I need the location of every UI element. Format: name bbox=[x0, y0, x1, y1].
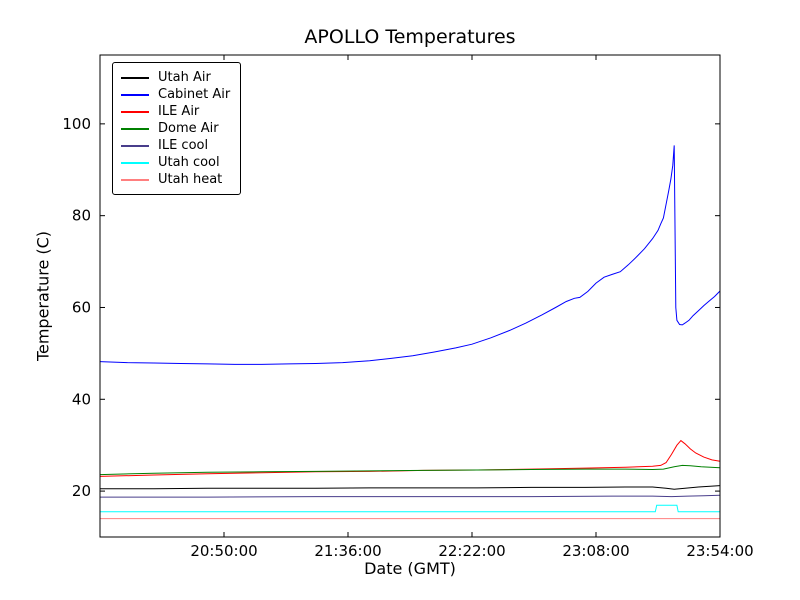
legend-item-utah-cool: Utah cool bbox=[121, 154, 230, 171]
legend-line-sample bbox=[121, 110, 149, 113]
series-line-dome-air bbox=[99, 464, 721, 476]
legend-line-sample bbox=[121, 76, 149, 79]
legend-line-sample bbox=[121, 127, 149, 130]
y-axis-label: Temperature (C) bbox=[33, 230, 53, 362]
legend-item-label: Utah Air bbox=[158, 70, 211, 85]
y-tick-label: 80 bbox=[72, 207, 91, 225]
legend-item-dome-air: Dome Air bbox=[121, 120, 230, 137]
legend-item-label: Cabinet Air bbox=[158, 87, 231, 102]
y-axis-ticks: 20 40 60 80 100 bbox=[62, 115, 720, 500]
legend-item-label: Utah heat bbox=[158, 172, 223, 187]
legend-item-label: Dome Air bbox=[158, 121, 219, 136]
legend-item-label: ILE cool bbox=[158, 138, 209, 153]
legend-line-sample bbox=[121, 161, 149, 164]
legend-line-sample bbox=[121, 178, 149, 181]
legend-item-ile-cool: ILE cool bbox=[121, 137, 230, 154]
x-tick-label: 20:50:00 bbox=[190, 542, 257, 560]
x-tick-label: 23:08:00 bbox=[562, 542, 629, 560]
x-tick-label: 22:22:00 bbox=[438, 542, 505, 560]
x-tick-label: 21:36:00 bbox=[314, 542, 381, 560]
legend-item-label: ILE Air bbox=[158, 104, 200, 119]
y-tick-label: 100 bbox=[62, 115, 91, 133]
x-axis-ticks: 20:50:00 21:36:00 22:22:00 23:08:00 23:54:00 bbox=[190, 55, 754, 560]
legend-item-label: Utah cool bbox=[158, 155, 220, 170]
legend: Utah Air Cabinet Air ILE Air Dome Air ILE co… bbox=[112, 62, 242, 195]
legend-item-ile-air: ILE Air bbox=[121, 103, 230, 120]
x-axis-label: Date (GMT) bbox=[364, 559, 456, 578]
legend-item-utah-heat: Utah heat bbox=[121, 171, 230, 188]
series-line-ile-cool bbox=[100, 494, 721, 498]
series-line-utah-air bbox=[100, 485, 721, 490]
y-tick-label: 60 bbox=[72, 298, 91, 316]
legend-line-sample bbox=[121, 93, 149, 96]
legend-item-utah-air: Utah Air bbox=[121, 69, 230, 86]
series-line-utah-cool bbox=[100, 504, 720, 513]
legend-line-sample bbox=[121, 144, 149, 147]
series-line-ile-air bbox=[99, 439, 721, 477]
axes-frame bbox=[99, 54, 721, 538]
y-tick-label: 40 bbox=[72, 390, 91, 408]
legend-item-cabinet-air: Cabinet Air bbox=[121, 86, 230, 103]
y-tick-label: 20 bbox=[72, 482, 91, 500]
series-group bbox=[99, 145, 721, 520]
chart-title: APOLLO Temperatures bbox=[304, 26, 516, 48]
x-tick-label: 23:54:00 bbox=[686, 542, 753, 560]
series-line-cabinet-air bbox=[99, 145, 721, 365]
